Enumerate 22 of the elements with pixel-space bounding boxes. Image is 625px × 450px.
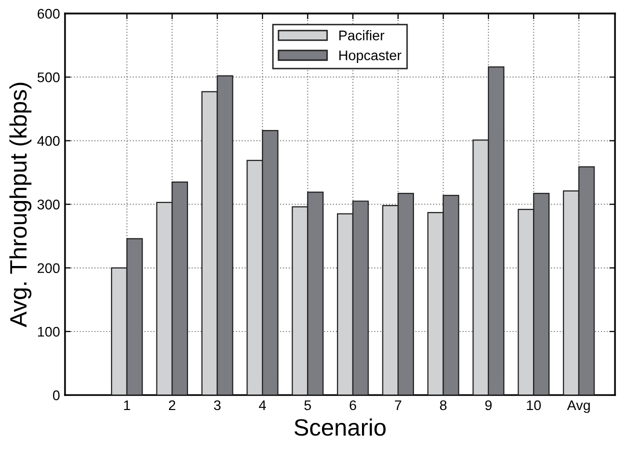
y-tick-label: 0 (52, 390, 60, 400)
y-tick-label: 400 (37, 136, 60, 146)
x-tick-label: 3 (214, 400, 221, 410)
x-tick-label: 5 (304, 400, 311, 410)
y-tick-label: 300 (38, 200, 60, 210)
x-tick-label: 6 (350, 400, 356, 410)
x-tick-label: 9 (485, 400, 492, 410)
x-axis-title: Scenario (294, 418, 386, 436)
x-tick-label: 2 (168, 400, 176, 410)
legend-label: Hopcaster (339, 50, 402, 64)
x-tick-label: 10 (526, 400, 541, 410)
x-tick-label: 8 (440, 400, 447, 410)
y-axis-title: Avg. Throughput (kbps) (9, 82, 32, 328)
x-tick-label: 1 (124, 400, 130, 410)
y-tick-label: 200 (38, 263, 60, 274)
y-tick-label: 600 (38, 8, 60, 19)
x-tick-label: Avg (567, 400, 590, 413)
legend-label: Pacifier (339, 30, 384, 40)
x-tick-label: 7 (394, 400, 402, 410)
y-tick-label: 100 (38, 326, 60, 337)
y-tick-label: 500 (38, 72, 60, 82)
x-tick-label: 4 (258, 400, 266, 410)
